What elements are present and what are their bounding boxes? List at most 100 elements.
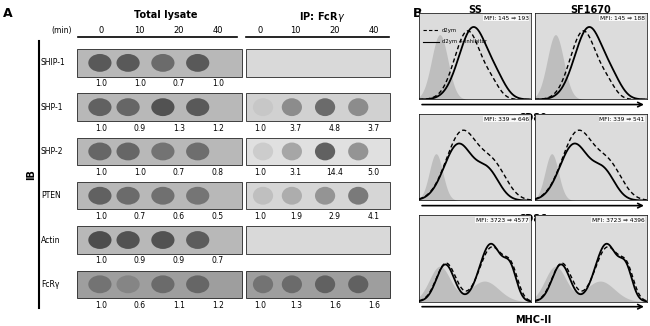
Text: 3.1: 3.1 [290, 168, 302, 177]
Text: 1.0: 1.0 [95, 301, 107, 310]
FancyBboxPatch shape [77, 94, 242, 121]
Ellipse shape [281, 275, 302, 293]
Text: CD86: CD86 [519, 214, 547, 224]
Text: 14.4: 14.4 [326, 168, 343, 177]
Ellipse shape [315, 275, 335, 293]
Text: d2ym + inhibitor: d2ym + inhibitor [441, 39, 487, 44]
Ellipse shape [186, 142, 209, 160]
Text: 40: 40 [369, 26, 379, 36]
Text: 0: 0 [257, 26, 263, 36]
Text: 2.9: 2.9 [329, 212, 341, 221]
Ellipse shape [186, 231, 209, 249]
Ellipse shape [348, 275, 369, 293]
Text: MHC-II: MHC-II [515, 315, 551, 325]
Text: 1.3: 1.3 [290, 301, 302, 310]
Text: 1.0: 1.0 [95, 124, 107, 132]
Ellipse shape [116, 142, 140, 160]
Text: 1.0: 1.0 [254, 301, 266, 310]
FancyBboxPatch shape [77, 138, 242, 165]
Ellipse shape [151, 142, 174, 160]
Ellipse shape [88, 142, 112, 160]
Text: (min): (min) [51, 26, 72, 36]
Ellipse shape [253, 142, 273, 160]
Text: 1.0: 1.0 [95, 256, 107, 265]
Ellipse shape [315, 142, 335, 160]
FancyBboxPatch shape [77, 49, 242, 77]
Text: 1.0: 1.0 [95, 79, 107, 88]
Text: 0.7: 0.7 [173, 168, 185, 177]
Text: MFI: 3723 ⇒ 4396: MFI: 3723 ⇒ 4396 [592, 218, 645, 223]
Text: A: A [3, 7, 13, 20]
Text: 1.0: 1.0 [95, 212, 107, 221]
Text: 1.9: 1.9 [290, 212, 302, 221]
Text: 20: 20 [174, 26, 184, 36]
Text: 1.2: 1.2 [212, 301, 224, 310]
Text: 1.0: 1.0 [212, 79, 224, 88]
Text: SHP-2: SHP-2 [41, 147, 64, 156]
Text: IP: FcR$\gamma$: IP: FcR$\gamma$ [298, 10, 345, 24]
Text: SHP-1: SHP-1 [41, 103, 64, 112]
FancyBboxPatch shape [77, 226, 242, 254]
Text: 1.2: 1.2 [212, 124, 224, 132]
Text: MFI: 339 ⇒ 541: MFI: 339 ⇒ 541 [599, 117, 645, 122]
Ellipse shape [348, 98, 369, 116]
Ellipse shape [151, 98, 174, 116]
Ellipse shape [116, 231, 140, 249]
FancyBboxPatch shape [246, 49, 390, 77]
FancyBboxPatch shape [246, 138, 390, 165]
Text: 0.7: 0.7 [134, 212, 146, 221]
Text: 0.5: 0.5 [212, 212, 224, 221]
Text: 1.0: 1.0 [254, 124, 266, 132]
Text: IB: IB [26, 169, 36, 180]
Text: 1.0: 1.0 [95, 168, 107, 177]
Ellipse shape [253, 187, 273, 205]
Text: MFI: 145 ⇒ 193: MFI: 145 ⇒ 193 [484, 16, 529, 21]
Text: 1.6: 1.6 [368, 301, 380, 310]
Ellipse shape [186, 54, 209, 72]
Ellipse shape [88, 98, 112, 116]
Text: SHIP-1: SHIP-1 [41, 58, 66, 67]
Text: 1.6: 1.6 [329, 301, 341, 310]
Ellipse shape [116, 187, 140, 205]
Text: 4.8: 4.8 [329, 124, 341, 132]
Ellipse shape [88, 231, 112, 249]
Ellipse shape [348, 187, 369, 205]
Text: 1.1: 1.1 [173, 301, 185, 310]
Text: 0.7: 0.7 [173, 79, 185, 88]
Ellipse shape [151, 231, 174, 249]
FancyBboxPatch shape [246, 226, 390, 254]
Text: 0.9: 0.9 [173, 256, 185, 265]
Text: CD80: CD80 [519, 113, 547, 123]
Text: 0.6: 0.6 [173, 212, 185, 221]
FancyBboxPatch shape [246, 182, 390, 210]
Text: MFI: 145 ⇒ 188: MFI: 145 ⇒ 188 [599, 16, 645, 21]
Text: 5.0: 5.0 [368, 168, 380, 177]
Ellipse shape [151, 187, 174, 205]
Text: 40: 40 [213, 26, 223, 36]
Ellipse shape [281, 98, 302, 116]
Ellipse shape [281, 142, 302, 160]
Ellipse shape [116, 98, 140, 116]
Text: Actin: Actin [41, 235, 60, 244]
Text: PTEN: PTEN [41, 191, 60, 200]
Text: Total lysate: Total lysate [134, 10, 198, 20]
Text: 0: 0 [98, 26, 103, 36]
Text: SF1670: SF1670 [571, 5, 611, 15]
Ellipse shape [116, 54, 140, 72]
Text: 1.3: 1.3 [173, 124, 185, 132]
Text: FcRγ: FcRγ [41, 280, 59, 289]
Text: 1.0: 1.0 [254, 168, 266, 177]
Text: 0.9: 0.9 [134, 124, 146, 132]
Text: 3.7: 3.7 [368, 124, 380, 132]
Text: 3.7: 3.7 [290, 124, 302, 132]
Ellipse shape [116, 275, 140, 293]
Ellipse shape [186, 98, 209, 116]
Text: d2ym: d2ym [441, 28, 457, 33]
Ellipse shape [186, 275, 209, 293]
FancyBboxPatch shape [77, 182, 242, 210]
FancyBboxPatch shape [246, 94, 390, 121]
Text: 20: 20 [330, 26, 340, 36]
Text: MFI: 3723 ⇒ 4577: MFI: 3723 ⇒ 4577 [476, 218, 529, 223]
Ellipse shape [88, 54, 112, 72]
Ellipse shape [315, 187, 335, 205]
